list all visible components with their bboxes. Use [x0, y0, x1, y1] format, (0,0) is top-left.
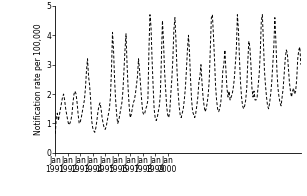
- Y-axis label: Notification rate per 100,000: Notification rate per 100,000: [34, 24, 44, 135]
